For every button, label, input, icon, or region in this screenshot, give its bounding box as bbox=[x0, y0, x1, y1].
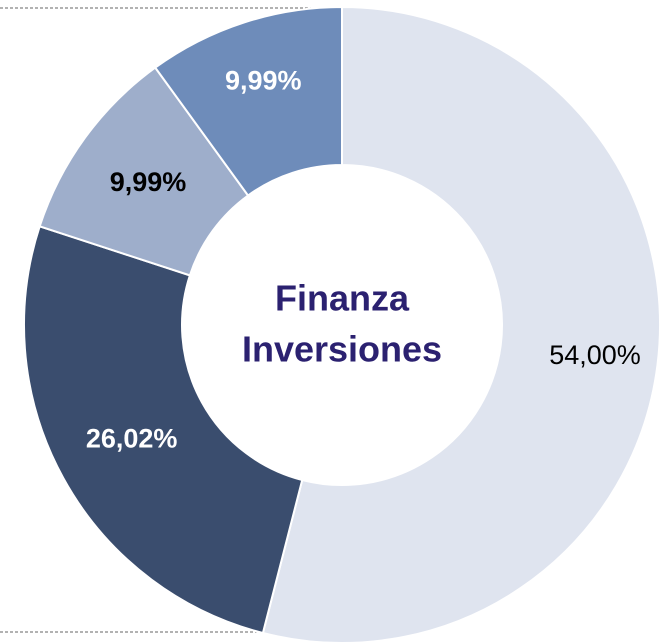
slices bbox=[23, 5, 661, 644]
center-label: Finanza bbox=[275, 278, 410, 319]
value-label: 54,00% bbox=[549, 340, 641, 370]
value-label: 9,99% bbox=[110, 167, 187, 197]
donut-slice bbox=[23, 225, 304, 635]
center-label: Inversiones bbox=[242, 329, 442, 370]
value-label: 9,99% bbox=[225, 66, 302, 96]
donut-slice bbox=[153, 5, 343, 197]
donut-slice bbox=[261, 5, 661, 644]
value-label: 26,02% bbox=[86, 424, 178, 454]
